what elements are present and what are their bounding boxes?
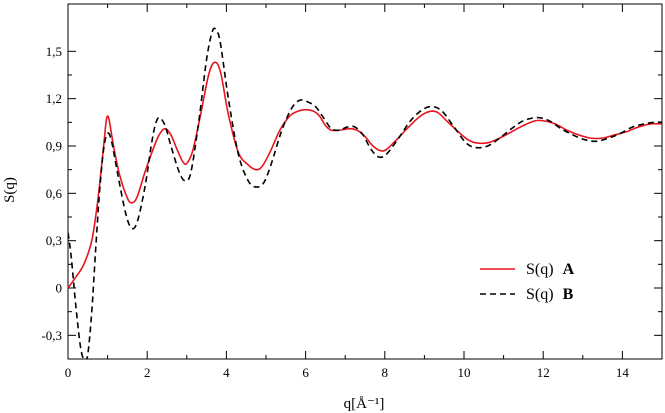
- series-line-a: [68, 61, 662, 289]
- y-tick-label: 0,9: [46, 139, 62, 154]
- x-tick-label: 6: [302, 365, 309, 380]
- x-tick-label: 2: [144, 365, 151, 380]
- series-line-b: [68, 27, 662, 359]
- series-lines: [68, 27, 662, 359]
- x-tick-label: 12: [537, 365, 550, 380]
- y-tick-label: 1,2: [46, 91, 62, 106]
- x-tick-label: 10: [458, 365, 471, 380]
- y-axis-label: S(q): [2, 177, 18, 203]
- x-tick-label: 14: [616, 365, 630, 380]
- x-tick-label: 4: [223, 365, 230, 380]
- y-tick-label: -0,3: [41, 328, 62, 343]
- legend-label-b: S(q) B: [526, 286, 574, 303]
- x-tick-label: 0: [65, 365, 72, 380]
- y-tick-label: 0,6: [46, 186, 63, 201]
- y-tick-label: 0,3: [46, 233, 62, 248]
- y-tick-label: 0: [56, 281, 63, 296]
- y-tick-label: 1,5: [46, 44, 62, 59]
- tick-labels: 0 2 4 6 8 10 12 14 -0,3 0 0,3 0,6 0,9 1,2 1,5: [41, 44, 629, 380]
- legend: S(q) A S(q) B: [480, 261, 575, 303]
- axes: [67, 3, 663, 360]
- x-tick-label: 8: [382, 365, 389, 380]
- legend-label-a: S(q) A: [526, 261, 575, 278]
- x-axis-label: q[Å⁻¹]: [344, 396, 385, 412]
- plot-frame: [67, 3, 663, 360]
